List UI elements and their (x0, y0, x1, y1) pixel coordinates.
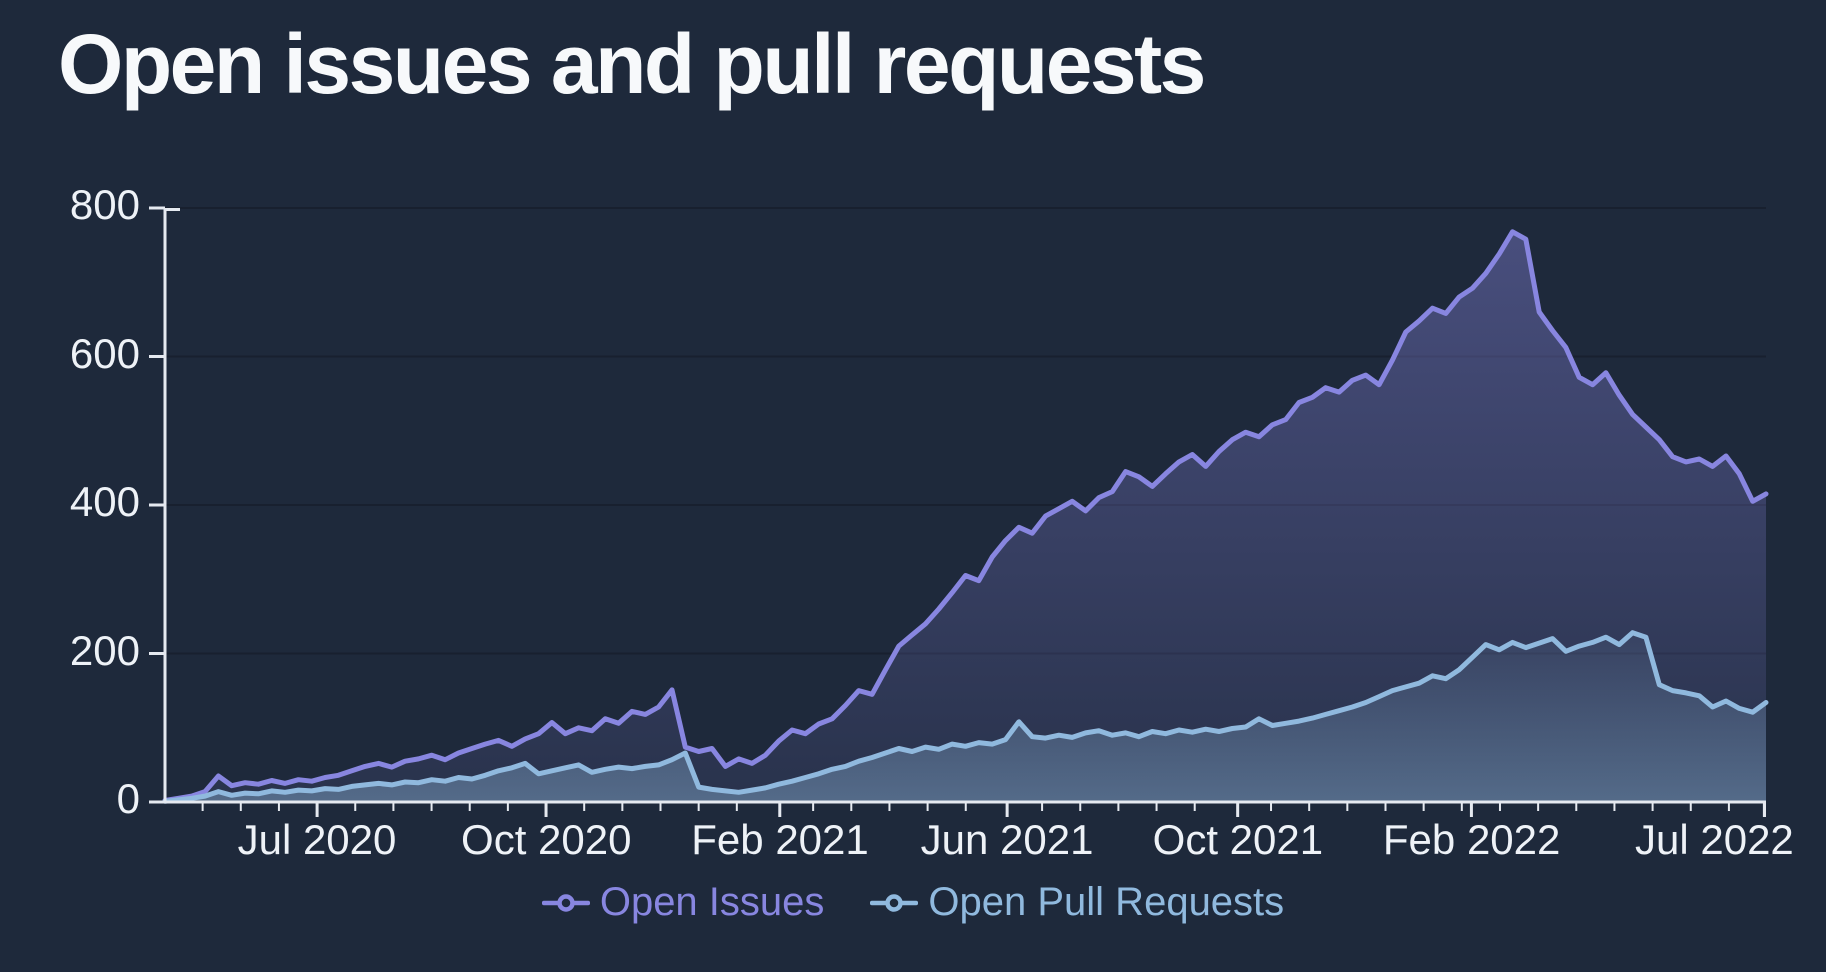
legend-item-open-issues[interactable]: Open Issues (541, 880, 825, 925)
chart-title: Open issues and pull requests (58, 17, 1206, 111)
line-open-pull-requests[interactable] (162, 630, 1769, 804)
open-pull-requests-marker-icon (870, 893, 919, 912)
line-open-issues[interactable] (162, 229, 1769, 803)
legend-label-open-issues: Open Issues (599, 880, 825, 924)
chart-legend: Open Issues Open Pull Requests (0, 880, 1826, 925)
area-open-issues (165, 231, 1766, 803)
open-issues-marker-icon (541, 893, 590, 912)
legend-label-open-pull-requests: Open Pull Requests (928, 880, 1285, 924)
area-open-pull-requests (165, 632, 1766, 802)
legend-item-open-pull-requests[interactable]: Open Pull Requests (870, 880, 1284, 925)
